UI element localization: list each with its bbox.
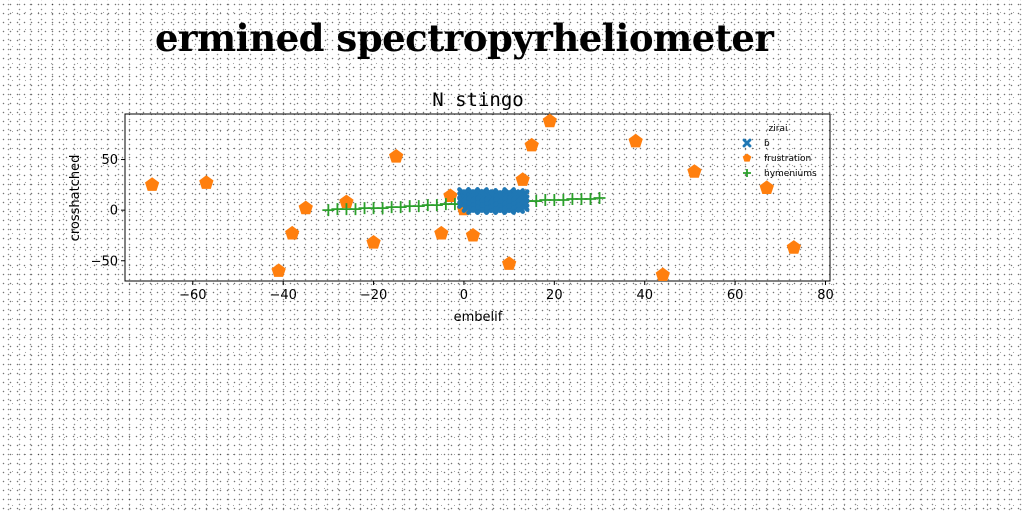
marker-frustration [389,149,404,163]
marker-hymeniums [376,202,389,215]
x-tick-label: 40 [636,288,653,303]
marker-frustration [687,164,702,178]
marker-hymeniums [530,195,543,208]
legend-marker-frustration [742,153,752,162]
marker-hymeniums [412,200,425,213]
marker-b [515,189,530,203]
marker-hymeniums [557,194,570,207]
x-tick-label: 20 [546,288,563,303]
marker-frustration [285,225,300,240]
y-axis-label: crosshatched [68,155,83,242]
marker-hymeniums [584,193,597,206]
data-markers [145,113,801,281]
x-tick-label: −40 [269,288,296,303]
x-tick-label: 60 [727,288,744,303]
marker-hymeniums [349,203,362,216]
marker-frustration [628,133,643,148]
marker-frustration [271,263,286,277]
marker-frustration [655,267,670,281]
marker-frustration [339,194,354,209]
plot-area [124,113,831,282]
page-title: ermined spectropyrheliometer [155,16,774,60]
y-tick-label: −50 [91,254,118,269]
marker-frustration [524,137,539,152]
marker-hymeniums [430,199,443,212]
x-tick-label: −60 [179,288,206,303]
marker-frustration [199,175,214,189]
x-tick-label: −20 [360,288,387,303]
marker-hymeniums [394,201,407,214]
marker-frustration [502,256,517,270]
y-tick-label: 50 [101,153,118,168]
marker-frustration [145,177,160,191]
x-tick-label: 80 [817,288,834,303]
marker-hymeniums [322,204,335,217]
marker-frustration [542,113,557,128]
marker-frustration [465,228,481,242]
chart-title: N stingo [432,89,524,111]
y-axis: −50 0 50 [91,153,125,269]
legend-marker-b [742,138,752,148]
marker-frustration [298,200,313,215]
legend-title: zirai [769,124,788,134]
marker-frustration [515,172,530,186]
y-tick-label: 0 [110,204,118,219]
x-axis: −60 −40 −20 0 20 40 60 80 [179,281,834,303]
legend-marker-hymeniums [743,169,751,177]
marker-frustration [759,180,774,194]
legend-label-frustration: frustration [764,154,811,164]
marker-frustration [434,225,449,240]
x-tick-label: 0 [460,288,468,303]
legend-label-hymeniums: hymeniums [764,169,817,179]
marker-frustration [443,188,458,202]
marker-frustration [786,240,801,254]
marker-frustration [366,235,381,249]
marker-hymeniums [593,192,606,205]
legend: zirai b frustration hymeniums [742,124,817,179]
legend-label-b: b [764,139,770,149]
x-axis-label: embelif [454,310,503,325]
